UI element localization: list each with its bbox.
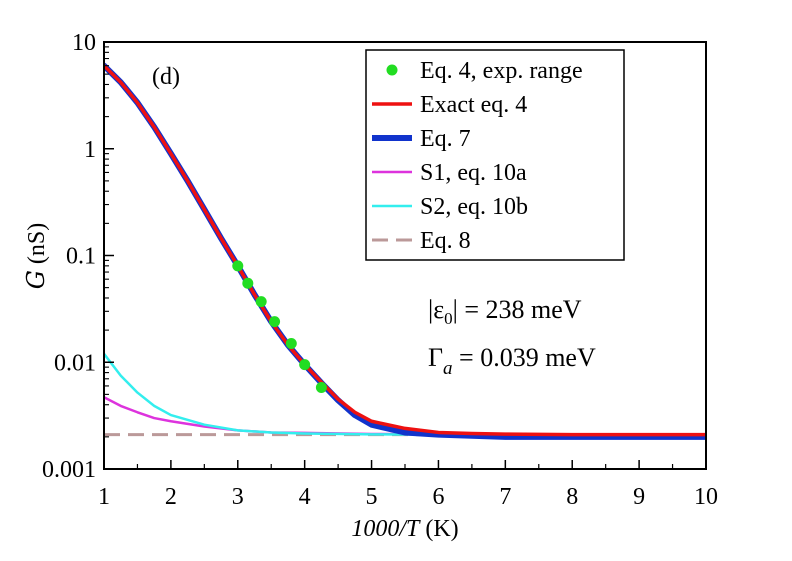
y-tick-label: 0.01 [54, 350, 96, 376]
legend-swatch-eq-4-exp-range [386, 64, 398, 76]
x-tick-label: 7 [499, 484, 511, 510]
x-tick-label: 10 [694, 484, 718, 510]
legend: Eq. 4, exp. range Exact eq. 4 Eq. 7 S1, eq.… [365, 49, 625, 261]
annotation-epsilon: |ε0| = 238 meV [428, 295, 582, 328]
point-eq-4-exp-range [255, 296, 267, 308]
x-tick-label: 4 [299, 484, 311, 510]
legend-label-s1-eq-10a: S1, eq. 10a [420, 160, 527, 186]
x-tick-label: 9 [633, 484, 645, 510]
y-axis-title: G (nS) [22, 223, 50, 290]
y-tick-label: 10 [72, 30, 96, 56]
legend-label-eq-7: Eq. 7 [420, 126, 471, 152]
series-s2-eq-10b [104, 352, 706, 436]
legend-label-s2-eq-10b: S2, eq. 10b [420, 194, 528, 220]
legend-label-exact-eq-4: Exact eq. 4 [420, 92, 527, 118]
legend-label-eq-4-exp-range: Eq. 4, exp. range [420, 58, 583, 84]
y-tick-label: 0.1 [66, 244, 96, 270]
point-eq-4-exp-range [269, 316, 281, 328]
annotation-gamma: Γa = 0.039 meV [428, 343, 596, 379]
x-tick-label: 5 [366, 484, 378, 510]
x-tick-label: 8 [566, 484, 578, 510]
series-exact-eq-4 [104, 63, 706, 437]
x-tick-label: 2 [165, 484, 177, 510]
legend-label-eq-8: Eq. 8 [420, 228, 471, 254]
x-axis-title: 1000/T (K) [351, 516, 458, 542]
panel-label: (d) [152, 64, 180, 90]
x-tick-label: 6 [432, 484, 444, 510]
x-tick-label: 3 [232, 484, 244, 510]
point-eq-4-exp-range [299, 359, 311, 371]
point-eq-4-exp-range [285, 337, 297, 349]
y-tick-label: 1 [84, 137, 96, 163]
point-eq-4-exp-range [315, 382, 327, 394]
point-eq-4-exp-range [242, 277, 254, 289]
y-tick-label: 0.001 [42, 457, 96, 483]
legend-box [365, 49, 625, 261]
x-tick-label: 1 [98, 484, 110, 510]
point-eq-4-exp-range [232, 260, 244, 272]
